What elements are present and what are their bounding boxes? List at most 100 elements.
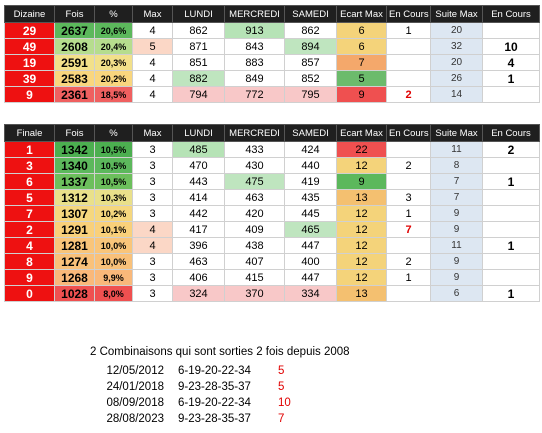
mercredi-cell: 407 [224,253,285,270]
key-cell: 39 [4,70,55,87]
max-cell: 4 [132,237,173,254]
dizaine-table: Dizaine Fois% Max LUNDI MERCREDI SAMEDI Ecart … [4,5,540,103]
fois-cell: 1028 [54,285,95,302]
ecart-max-cell: 12 [336,269,387,286]
mercredi-cell: 475 [224,173,285,190]
suite-en-cours-cell [482,86,540,103]
ecart-max-cell: 6 [336,22,387,39]
suite-en-cours-cell [482,221,540,238]
suite-en-cours-cell [482,269,540,286]
key-cell: 49 [4,38,55,55]
percent-cell: 10,0% [94,237,133,254]
suite-max-cell: 9 [430,205,483,222]
column-header: Suite Max [430,5,483,23]
suite-en-cours-cell [482,205,540,222]
fois-cell: 1312 [54,189,95,206]
lundi-cell: 470 [172,157,225,174]
suite-max-cell: 6 [430,285,483,302]
table-row: 8 1274 10,0% 3 463 407 400 12 2 9 [4,253,540,270]
mercredi-cell: 772 [224,86,285,103]
ecart-max-cell: 5 [336,70,387,87]
fois-cell: 2608 [54,38,95,55]
ecart-max-cell: 22 [336,141,387,158]
percent-cell: 20,3% [94,54,133,71]
percent-cell: 10,2% [94,205,133,222]
percent-cell: 10,3% [94,189,133,206]
column-header: % [94,5,133,23]
mercredi-cell: 370 [224,285,285,302]
mercredi-cell: 843 [224,38,285,55]
lundi-cell: 396 [172,237,225,254]
suite-en-cours-cell [482,189,540,206]
suite-max-cell: 7 [430,189,483,206]
ecart-max-cell: 7 [336,54,387,71]
column-header: En Cours [482,124,540,142]
max-cell: 4 [132,22,173,39]
suite-max-cell: 11 [430,237,483,254]
table-row: 7 1307 10,2% 3 442 420 445 12 1 9 [4,205,540,222]
suite-max-cell: 9 [430,221,483,238]
key-cell: 3 [4,157,55,174]
max-cell: 3 [132,141,173,158]
max-cell: 3 [132,269,173,286]
en-cours-cell: 1 [386,269,431,286]
suite-en-cours-cell: 1 [482,237,540,254]
suite-en-cours-cell: 4 [482,54,540,71]
suite-max-cell: 32 [430,38,483,55]
mercredi-cell: 433 [224,141,285,158]
fois-cell: 2583 [54,70,95,87]
key-cell: 2 [4,221,55,238]
lundi-cell: 324 [172,285,225,302]
column-header: En Cours [386,5,431,23]
suite-en-cours-cell [482,22,540,39]
en-cours-cell [386,237,431,254]
ecart-max-cell: 9 [336,86,387,103]
max-cell: 4 [132,86,173,103]
suite-max-cell: 14 [430,86,483,103]
en-cours-cell [386,54,431,71]
header-row: Dizaine Fois% Max LUNDI MERCREDI SAMEDI Ecart … [4,5,540,23]
lundi-cell: 871 [172,38,225,55]
lundi-cell: 442 [172,205,225,222]
ecart-max-cell: 13 [336,285,387,302]
en-cours-cell: 1 [386,22,431,39]
samedi-cell: 424 [284,141,337,158]
column-header: En Cours [386,124,431,142]
lundi-cell: 485 [172,141,225,158]
en-cours-cell: 1 [386,205,431,222]
column-header: Fois [54,124,95,142]
samedi-cell: 435 [284,189,337,206]
ecart-max-cell: 12 [336,253,387,270]
table-row: 3 1340 10,5% 3 470 430 440 12 2 8 [4,157,540,174]
ecart-max-cell: 12 [336,157,387,174]
percent-cell: 10,1% [94,221,133,238]
suite-max-cell: 9 [430,253,483,270]
suite-max-cell: 20 [430,54,483,71]
mercredi-cell: 849 [224,70,285,87]
ecart-max-cell: 9 [336,173,387,190]
en-cours-cell [386,285,431,302]
fois-cell: 1337 [54,173,95,190]
max-cell: 5 [132,38,173,55]
en-cours-cell [386,70,431,87]
combination-numbers: 9-23-28-35-37 [178,381,251,393]
key-cell: 29 [4,22,55,39]
max-cell: 3 [132,205,173,222]
combination-date: 24/01/2018 [106,381,164,393]
finale-table: Finale Fois% Max LUNDI MERCREDI SAMEDI Ecart M… [4,124,540,302]
fois-cell: 1307 [54,205,95,222]
table-row: 6 1337 10,5% 3 443 475 419 9 7 1 [4,173,540,190]
combination-star: 7 [278,413,285,425]
lundi-cell: 882 [172,70,225,87]
max-cell: 3 [132,173,173,190]
suite-en-cours-cell: 1 [482,173,540,190]
mercredi-cell: 463 [224,189,285,206]
column-header: En Cours [482,5,540,23]
percent-cell: 10,5% [94,157,133,174]
combination-date: 08/09/2018 [106,397,164,409]
lundi-cell: 406 [172,269,225,286]
suite-en-cours-cell: 1 [482,285,540,302]
lundi-cell: 443 [172,173,225,190]
key-cell: 7 [4,205,55,222]
column-header: LUNDI [172,5,225,23]
